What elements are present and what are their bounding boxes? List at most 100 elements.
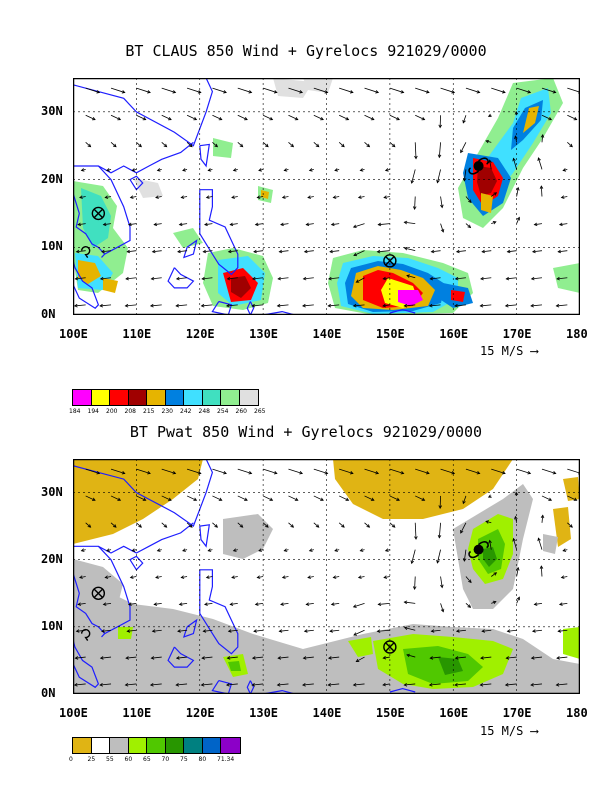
wind-arrow [487, 494, 492, 498]
wind-arrow [212, 522, 218, 528]
wind-arrow [329, 249, 340, 254]
wind-arrow [415, 495, 426, 501]
wind-arrow [557, 249, 568, 254]
coastline-segment [97, 165, 131, 258]
panel2-frame [73, 459, 580, 694]
wind-arrow [232, 548, 238, 552]
panel1-scale-label: 15 M/S ⟶ [480, 344, 538, 358]
coastline-segment [73, 78, 214, 147]
wind-arrow [560, 195, 568, 199]
wind-arrow [504, 303, 517, 308]
wind-arrow [313, 495, 324, 501]
colorbar-swatch [127, 737, 148, 754]
wind-arrow [136, 87, 151, 94]
wind-arrow [229, 602, 238, 606]
panel1-frame [73, 78, 580, 315]
lon-tick-label: 180 [566, 706, 588, 720]
colorbar-label: 65 [143, 756, 151, 763]
wind-arrow [227, 249, 238, 254]
wind-arrow [462, 549, 467, 562]
colorbar-label: 208 [124, 408, 136, 415]
wind-arrow [440, 87, 456, 94]
coastline-segment [73, 606, 100, 689]
wind-arrow [531, 629, 543, 633]
wind-arrow [99, 683, 112, 687]
coastline-segment [389, 687, 416, 693]
wind-arrow [262, 114, 274, 121]
wind-arrow [302, 276, 314, 281]
wind-arrow [212, 468, 227, 475]
wind-arrow [131, 548, 137, 552]
wind-arrow [359, 548, 365, 552]
wind-arrow [327, 656, 340, 660]
colorbar-swatch [109, 389, 130, 406]
wind-arrow [377, 222, 390, 227]
wind-arrow [364, 468, 380, 475]
wind-arrow [541, 87, 557, 94]
wind-arrow [430, 629, 441, 633]
wind-arrow [308, 548, 314, 552]
wind-arrow [302, 683, 314, 687]
wind-arrow [205, 195, 213, 199]
wind-arrow [465, 603, 472, 608]
wind-arrow [106, 168, 112, 172]
wind-arrow [149, 683, 162, 687]
coastline-segment [199, 524, 211, 548]
wind-arrow [440, 196, 444, 209]
wind-arrow [481, 249, 492, 254]
wind-arrow [429, 656, 441, 660]
wind-arrow [516, 216, 520, 224]
wind-arrow [85, 522, 92, 528]
lon-tick-label: 150E [375, 706, 405, 720]
lon-tick-label: 150E [375, 327, 405, 341]
colorbar-label: 200 [106, 408, 118, 415]
wind-arrow [200, 303, 213, 308]
lon-tick-label: 100E [59, 706, 88, 720]
wind-arrow [330, 222, 340, 227]
wind-arrow [161, 495, 172, 501]
wind-arrow [465, 576, 472, 584]
wind-arrow [178, 602, 188, 606]
wind-arrow [541, 468, 557, 475]
lat-tick-label: 10N [41, 239, 63, 254]
wind-arrow [153, 222, 162, 227]
coastline-segment [129, 175, 144, 191]
wind-arrow [102, 222, 112, 227]
wind-arrow [186, 142, 193, 148]
wind-arrow [353, 629, 365, 636]
lon-tick-label: 100E [59, 327, 88, 341]
typhoon-symbol-icon [468, 541, 489, 559]
wind-arrow [485, 520, 492, 524]
wind-arrow [382, 303, 390, 308]
wind-arrow [151, 629, 162, 633]
wind-arrow [155, 195, 162, 199]
wind-arrow [110, 468, 126, 475]
wind-arrow [556, 656, 568, 660]
wind-arrow [303, 629, 314, 633]
wind-arrow [329, 629, 340, 633]
wind-arrow [414, 522, 418, 540]
coastline-segment [199, 143, 211, 168]
wind-arrow [283, 168, 289, 172]
coastline-segment [211, 300, 233, 315]
wind-arrow [127, 602, 137, 606]
wind-arrow [288, 495, 299, 501]
wind-arrow [460, 142, 467, 154]
wind-arrow [487, 113, 492, 118]
wind-arrow [555, 683, 568, 687]
wind-arrow [85, 87, 101, 94]
wind-arrow [251, 303, 264, 308]
wind-arrow [562, 548, 568, 552]
wind-arrow [136, 522, 142, 528]
scale-arrow-icon: ⟶ [530, 344, 538, 358]
wind-arrow [465, 87, 481, 94]
gyre-cross-icon [91, 206, 106, 221]
colorbar-label: 0 [69, 756, 73, 763]
wind-arrow [110, 495, 122, 501]
panel2-moisture-fields [73, 459, 580, 694]
wind-arrow [414, 142, 418, 160]
wind-arrow [567, 522, 573, 528]
lon-tick-label: 130E [249, 706, 279, 720]
wind-arrow [332, 575, 340, 579]
wind-arrow [480, 656, 492, 660]
